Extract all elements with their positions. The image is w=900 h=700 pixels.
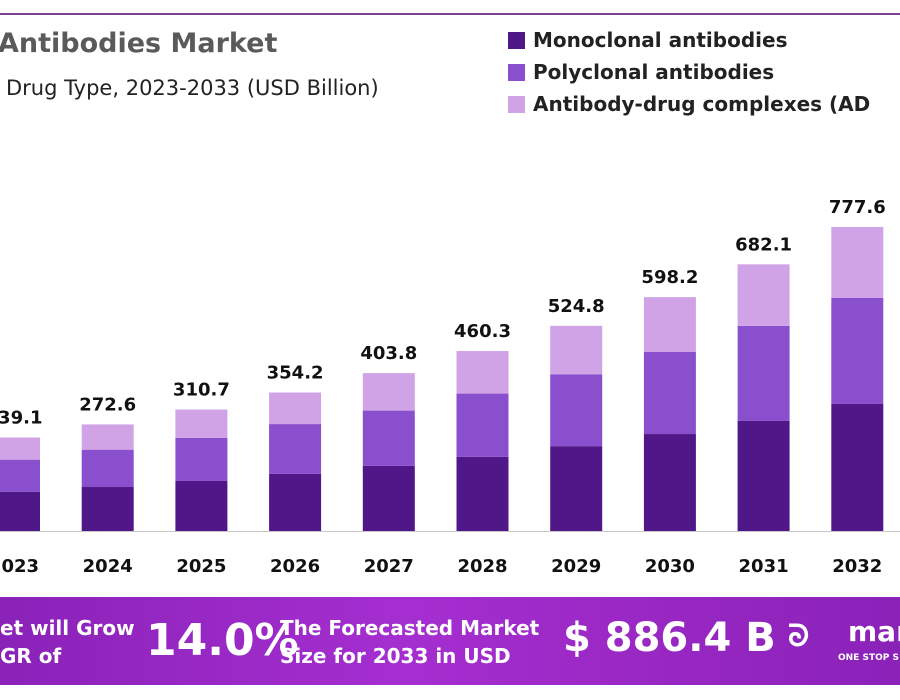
- legend: Monoclonal antibodies Polyclonal antibod…: [508, 24, 870, 120]
- bar-segment-2026-1: [269, 424, 322, 474]
- logo-icon: ᘐ: [788, 619, 810, 654]
- bar-segment-2027-1: [362, 410, 415, 466]
- x-tick-label-2026: 2026: [270, 556, 320, 577]
- total-label-2027: 403.8: [360, 343, 417, 364]
- forecast-line-1: The Forecasted Market: [280, 616, 540, 640]
- legend-swatch: [508, 63, 525, 81]
- total-label-2026: 354.2: [267, 363, 324, 384]
- bar-segment-2023-1: [0, 459, 40, 492]
- bar-segment-2028-1: [456, 393, 509, 457]
- cagr-value: 14.0%: [146, 615, 299, 666]
- legend-item-adc: Antibody-drug complexes (AD: [508, 88, 870, 120]
- bar-segment-2025-0: [175, 480, 228, 531]
- bar-segment-2027-2: [362, 373, 415, 411]
- bar-segment-2026-2: [269, 392, 322, 425]
- total-label-2028: 460.3: [454, 321, 511, 342]
- x-tick-label-2028: 2028: [457, 556, 507, 577]
- x-tick-label-2023: 2023: [0, 556, 39, 577]
- bar-segment-2030-0: [643, 434, 696, 531]
- growth-line-1: et will Grow: [0, 616, 135, 640]
- bar-segment-2032-0: [831, 403, 884, 531]
- bar-segment-2030-1: [643, 351, 696, 435]
- total-label-2030: 598.2: [641, 267, 698, 288]
- total-label-2023: 239.1: [0, 408, 42, 429]
- bar-segment-2031-1: [737, 325, 790, 421]
- x-tick-label-2032: 2032: [832, 556, 882, 577]
- x-tick-label-2027: 2027: [364, 556, 414, 577]
- growth-line-2: GR of: [0, 644, 62, 668]
- x-tick-label-2030: 2030: [645, 556, 695, 577]
- x-tick-label-2024: 2024: [83, 556, 133, 577]
- forecast-value: $ 886.4 B: [563, 615, 776, 661]
- chart-subtitle: Drug Type, 2023-2033 (USD Billion): [6, 76, 379, 100]
- bar-segment-2031-0: [737, 420, 790, 531]
- bar-segment-2025-2: [175, 409, 228, 438]
- bar-segment-2032-2: [831, 227, 884, 298]
- forecast-line-2: Size for 2033 in USD: [280, 644, 511, 668]
- bar-segment-2023-0: [0, 491, 40, 531]
- logo-text: mar: [848, 615, 900, 648]
- bar-chart: 239.1 2023 272.6 2024 310.7 2025 354.2 2026 403.…: [0, 197, 900, 577]
- total-label-2032: 777.6: [829, 197, 886, 218]
- total-label-2024: 272.6: [79, 394, 136, 415]
- bar-segment-2032-1: [831, 297, 884, 404]
- legend-label: Antibody-drug complexes (AD: [533, 92, 871, 116]
- top-divider: [0, 13, 900, 15]
- bar-segment-2030-2: [643, 297, 696, 352]
- bar-segment-2031-2: [737, 264, 790, 326]
- legend-swatch: [508, 31, 525, 49]
- x-tick-label-2029: 2029: [551, 556, 601, 577]
- legend-item-polyclonal: Polyclonal antibodies: [508, 56, 870, 88]
- bar-segment-2025-1: [175, 437, 228, 481]
- bar-segment-2028-2: [456, 351, 509, 394]
- summary-banner: et will Grow GR of 14.0% The Forecasted M…: [0, 597, 900, 685]
- forecast-text: The Forecasted Market Size for 2033 in US…: [280, 614, 539, 670]
- legend-swatch: [508, 95, 525, 113]
- bar-segment-2024-0: [81, 487, 134, 531]
- total-label-2031: 682.1: [735, 234, 792, 255]
- logo-tagline: ONE STOP S: [838, 653, 899, 663]
- legend-label: Polyclonal antibodies: [533, 60, 775, 84]
- chart-title: Antibodies Market: [0, 28, 278, 59]
- bar-segment-2024-2: [81, 424, 134, 450]
- x-tick-label-2031: 2031: [739, 556, 789, 577]
- bar-segment-2023-2: [0, 437, 40, 460]
- bar-segment-2029-0: [550, 446, 603, 531]
- bar-segment-2027-0: [362, 465, 415, 531]
- total-label-2025: 310.7: [173, 380, 230, 401]
- bar-segment-2026-0: [269, 473, 322, 531]
- bar-segment-2024-1: [81, 449, 134, 488]
- total-label-2029: 524.8: [548, 296, 605, 317]
- legend-label: Monoclonal antibodies: [533, 28, 788, 52]
- growth-text: et will Grow GR of: [0, 614, 135, 670]
- bar-segment-2029-2: [550, 325, 603, 375]
- bar-segment-2029-1: [550, 374, 603, 447]
- bar-segment-2028-0: [456, 456, 509, 531]
- x-tick-label-2025: 2025: [176, 556, 226, 577]
- legend-item-monoclonal: Monoclonal antibodies: [508, 24, 870, 56]
